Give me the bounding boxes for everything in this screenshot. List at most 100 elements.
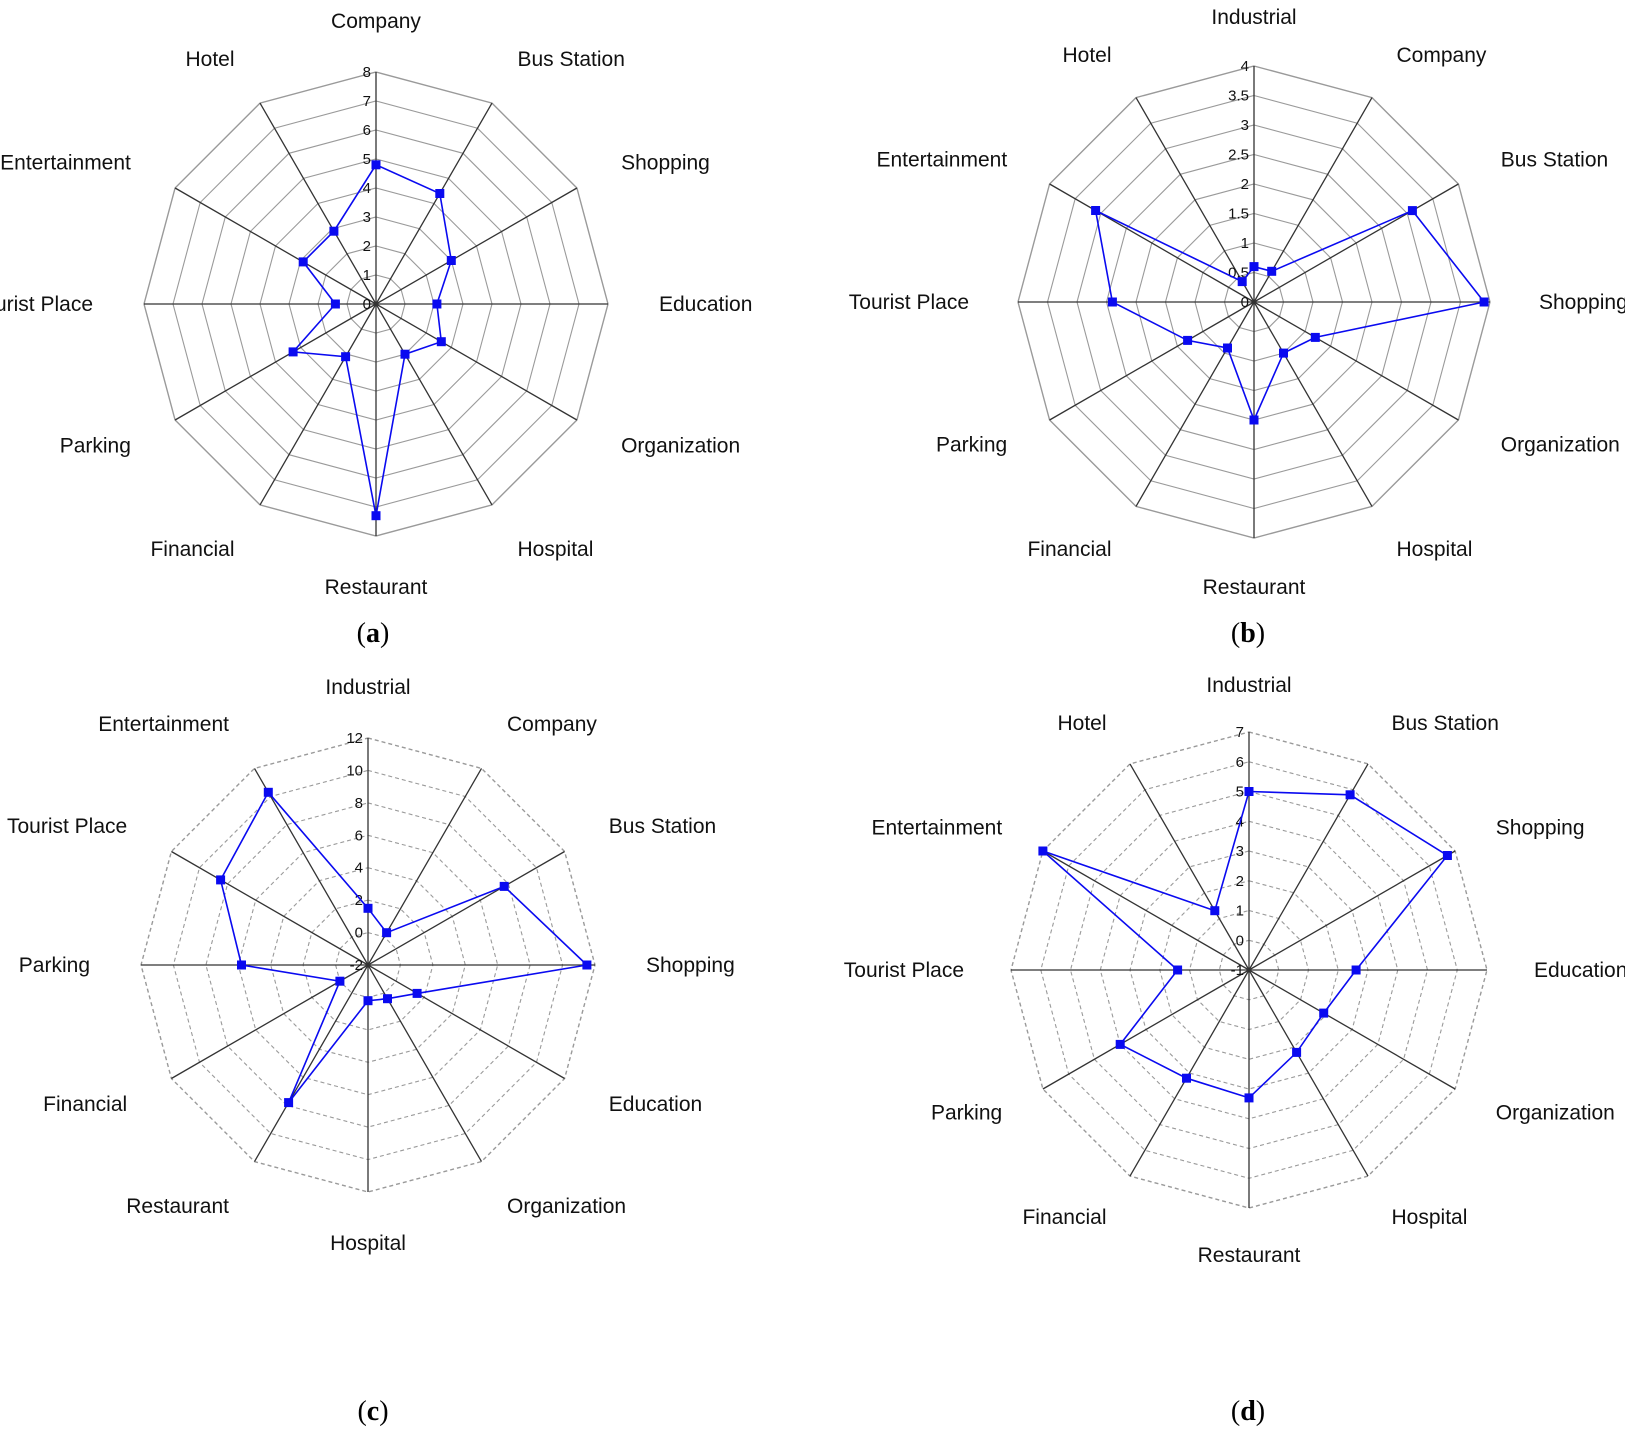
tick-label: 7: [363, 93, 371, 110]
data-point-industrial: [1249, 262, 1259, 272]
category-label: Shopping: [646, 954, 735, 977]
category-label: Tourist Place: [849, 291, 969, 314]
tick-label: 12: [346, 730, 363, 747]
spoke-organization: [1248, 969, 1456, 1090]
tick-label: 6: [355, 827, 363, 844]
category-label: Entertainment: [98, 713, 229, 736]
series-line: [1094, 209, 1486, 423]
series-line: [291, 163, 453, 516]
spoke-bus-station: [375, 102, 493, 305]
category-label: Shopping: [621, 152, 710, 175]
spoke-organization: [1253, 301, 1459, 421]
category-label: Restaurant: [325, 576, 428, 599]
tick-label: 3: [363, 209, 371, 226]
category-label: Education: [609, 1093, 702, 1116]
tick-label: 0: [355, 925, 363, 942]
data-point-hospital: [1292, 1047, 1302, 1057]
spoke-entertainment: [1042, 850, 1250, 971]
category-label: Parking: [19, 954, 90, 977]
tick-label: 0: [363, 296, 371, 313]
category-label: Company: [331, 10, 421, 33]
category-label: Restaurant: [1198, 1244, 1301, 1267]
category-label: Tourist Place: [0, 293, 93, 316]
spoke-financial: [259, 303, 377, 506]
category-label: Financial: [1022, 1206, 1106, 1229]
tick-label: 4: [1241, 58, 1249, 75]
category-label: Restaurant: [126, 1195, 229, 1218]
category-label: Education: [659, 293, 752, 316]
spoke-entertainment: [1049, 183, 1255, 303]
data-point-organization: [1319, 1008, 1329, 1018]
data-point-tourist-place: [1107, 297, 1117, 307]
data-point-financial: [335, 976, 345, 986]
category-label: Industrial: [1206, 674, 1291, 697]
data-point-entertainment: [298, 257, 308, 267]
data-point-tourist-place: [330, 299, 340, 309]
data-point-bus-station: [1407, 206, 1417, 216]
tick-label: 3.5: [1228, 88, 1249, 105]
radar-chart-c: -2 0 2 4 6 8 10 12 Industrial Company Bus Station S…: [7, 676, 735, 1427]
spoke-bus-station: [1253, 183, 1459, 303]
spoke-shopping: [1248, 850, 1456, 971]
tick-label: 2: [1241, 176, 1249, 193]
tick-label: 1.5: [1228, 206, 1249, 223]
spoke-entertainment: [253, 768, 369, 966]
tick-label: 5: [363, 151, 371, 168]
data-point-restaurant: [1244, 1093, 1254, 1103]
spoke-hotel: [1135, 97, 1255, 303]
category-label: Parking: [931, 1102, 1002, 1125]
data-point-hotel: [329, 226, 339, 236]
data-point-bus-station: [435, 189, 445, 198]
data-point-shopping: [1442, 851, 1452, 860]
spoke-bus-station: [367, 850, 565, 966]
spoke-parking: [174, 303, 377, 421]
category-label: Financial: [1027, 538, 1111, 561]
data-point-organization: [383, 994, 392, 1004]
data-point-education: [1351, 965, 1361, 975]
tick-label: 8: [363, 64, 371, 81]
category-label: Financial: [150, 538, 234, 561]
data-point-education: [432, 299, 442, 309]
data-point-hotel: [1237, 277, 1247, 287]
data-point-parking: [288, 347, 298, 357]
category-label: Organization: [507, 1195, 626, 1218]
category-label: Education: [1534, 959, 1625, 982]
panel-caption: (c): [357, 1396, 388, 1427]
tick-label: 5: [1236, 784, 1244, 801]
data-point-parking: [1183, 335, 1193, 345]
panel-caption: (a): [357, 618, 390, 649]
tick-label: 2: [355, 892, 363, 909]
radar-chart-a: 0 1 2 3 4 5 6 7 8 Company Bus Station Shopping Educa…: [0, 10, 752, 649]
category-label: Bus Station: [518, 48, 625, 71]
tick-label: 3: [1241, 117, 1249, 134]
category-label: Bus Station: [1501, 149, 1608, 172]
category-label: Tourist Place: [844, 959, 964, 982]
tick-label: 8: [355, 795, 363, 812]
tick-label: 4: [363, 180, 371, 197]
category-label: Organization: [1501, 434, 1620, 457]
spoke-entertainment: [174, 187, 377, 305]
data-point-company: [371, 160, 381, 170]
data-point-entertainment: [263, 787, 273, 797]
tick-label: 0: [1236, 932, 1244, 949]
category-label: Company: [507, 713, 597, 736]
category-label: Restaurant: [1203, 576, 1306, 599]
category-label: Parking: [60, 435, 131, 458]
data-point-organization: [436, 337, 446, 347]
spoke-hotel: [259, 102, 377, 305]
tick-label: 10: [346, 762, 363, 779]
data-point-entertainment: [1038, 846, 1048, 856]
data-point-restaurant: [284, 1098, 294, 1108]
category-label: Shopping: [1496, 817, 1585, 840]
category-label: Organization: [621, 435, 740, 458]
data-point-parking: [237, 960, 246, 970]
category-label: Entertainment: [876, 149, 1007, 172]
tick-label: 6: [1236, 754, 1244, 771]
spoke-hospital: [1248, 969, 1369, 1177]
data-point-financial: [1223, 343, 1232, 353]
spoke-financial: [1129, 969, 1250, 1177]
spoke-shopping: [375, 187, 578, 305]
data-point-financial: [341, 352, 351, 362]
spoke-hospital: [1253, 301, 1373, 507]
data-point-restaurant: [371, 511, 381, 521]
